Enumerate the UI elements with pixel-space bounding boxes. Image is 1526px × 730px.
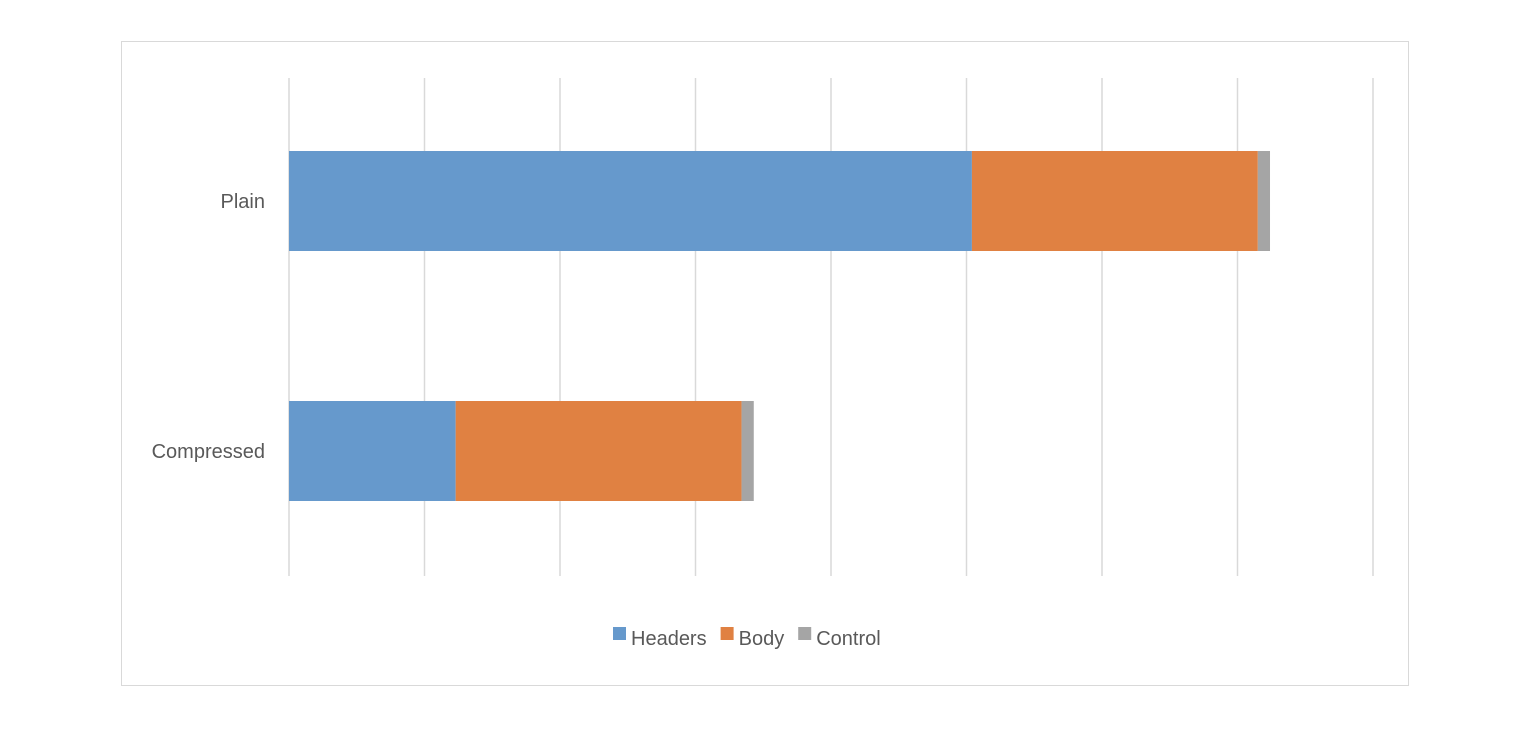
legend-label-body: Body: [739, 628, 785, 650]
category-label-compressed: Compressed: [152, 441, 265, 463]
legend: Headers Body Control: [613, 627, 881, 650]
legend-label-headers: Headers: [631, 628, 707, 650]
legend-swatch-body: [720, 627, 734, 640]
bar-plain-body: [971, 151, 1258, 251]
legend-swatch-headers: [613, 627, 626, 640]
category-label-plain: Plain: [221, 191, 265, 213]
bar-compressed-body: [455, 401, 742, 501]
legend-label-control: Control: [816, 628, 880, 650]
bar-plain-control: [1257, 151, 1271, 251]
legend-swatch-control: [798, 627, 812, 640]
category-labels: Plain Compressed: [152, 191, 265, 463]
chart-frame: [121, 41, 1409, 686]
bar-plain-headers: [289, 151, 972, 251]
bars: [289, 151, 1271, 501]
bar-compressed-control: [741, 401, 754, 501]
bar-compressed-headers: [289, 401, 456, 501]
